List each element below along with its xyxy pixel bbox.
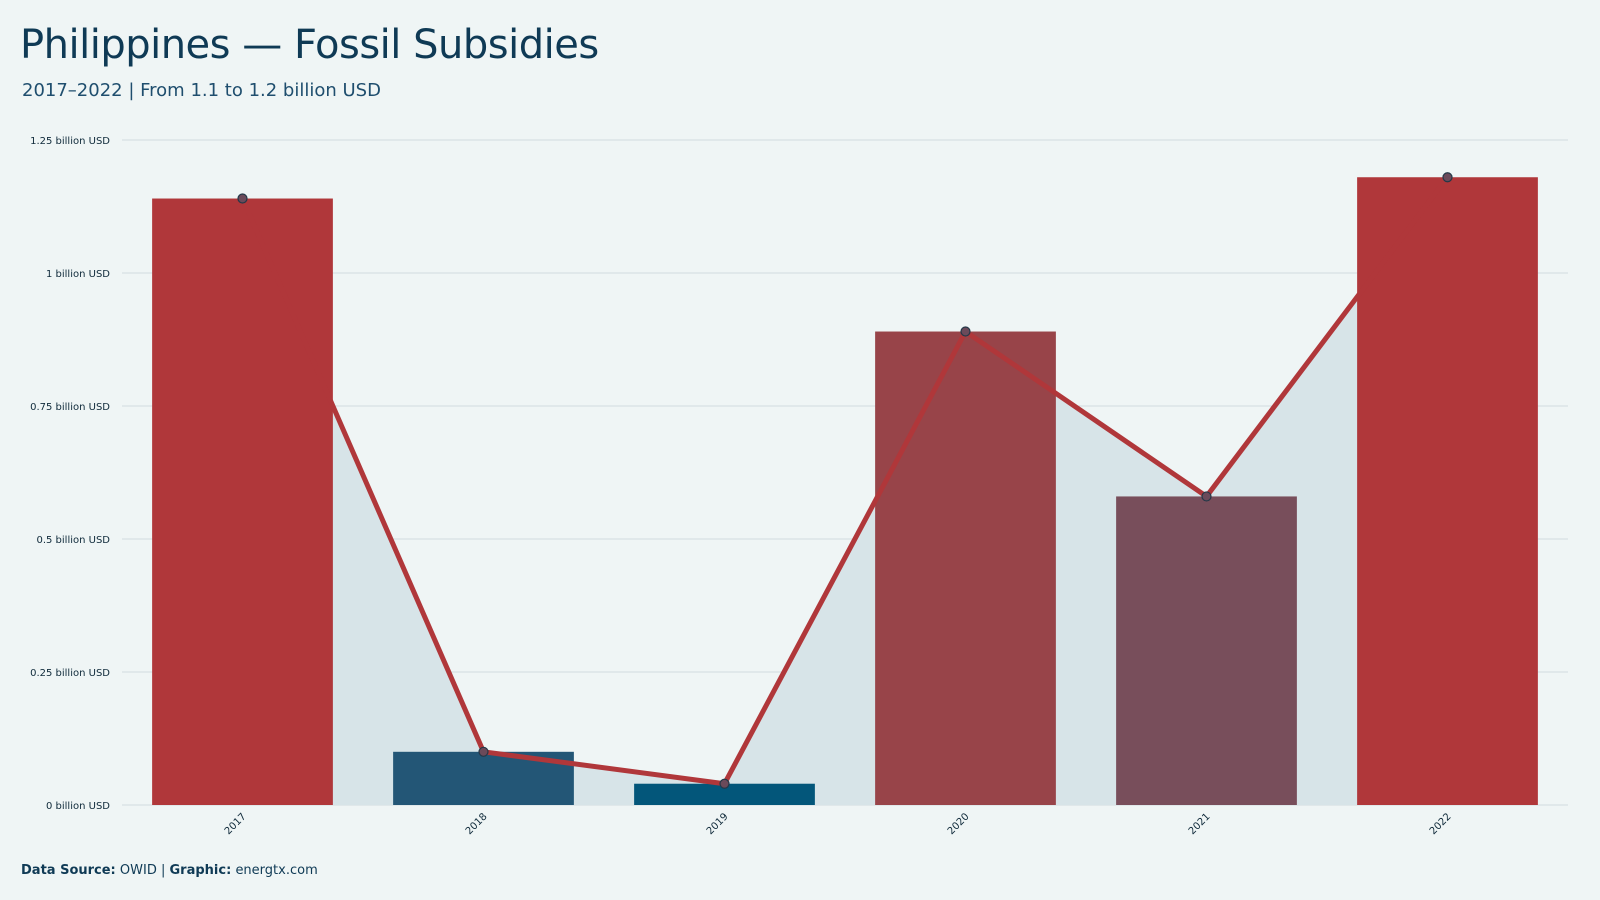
- chart-title: Philippines — Fossil Subsidies: [20, 22, 599, 68]
- bars: [152, 177, 1538, 806]
- chart-footer: Data Source: OWID | Graphic: energtx.com: [21, 863, 318, 878]
- bar-2017: [152, 198, 333, 805]
- y-tick-label: 0.25 billion USD: [30, 668, 110, 679]
- x-tick-label: 2021: [1187, 811, 1213, 837]
- data-point-2021: [1201, 491, 1212, 502]
- data-point-2017: [237, 193, 248, 204]
- x-tick-label: 2022: [1428, 811, 1454, 837]
- data-points: [237, 172, 1453, 789]
- source-label: Data Source:: [21, 863, 116, 878]
- bar-2020: [875, 331, 1056, 805]
- graphic-value: energtx.com: [235, 863, 318, 878]
- data-point-2022: [1442, 172, 1453, 183]
- footer-separator: |: [160, 863, 166, 878]
- trend-line: [240, 174, 1450, 787]
- bar-2021: [1116, 496, 1297, 805]
- y-tick-label: 1.25 billion USD: [30, 136, 110, 147]
- data-point-2019: [719, 778, 730, 789]
- x-tick-label: 2020: [946, 811, 972, 837]
- y-axis-ticks: 0 billion USD 0.25 billion USD 0.5 billion…: [30, 136, 110, 812]
- x-axis-ticks: 2017 2018 2019 2020 2021 2022: [223, 811, 1454, 837]
- data-point-2018: [478, 746, 489, 757]
- x-tick-label: 2017: [223, 811, 249, 837]
- x-tick-label: 2019: [705, 811, 731, 837]
- bar-2022: [1357, 177, 1538, 806]
- y-tick-label: 0 billion USD: [46, 801, 110, 812]
- data-point-2020: [960, 326, 971, 337]
- series-line: [240, 174, 1450, 787]
- chart-subtitle: 2017–2022 | From 1.1 to 1.2 billion USD: [22, 80, 381, 101]
- graphic-label: Graphic:: [169, 863, 232, 878]
- source-value: OWID: [119, 863, 157, 878]
- bar-2019: [634, 783, 815, 805]
- y-tick-label: 0.75 billion USD: [30, 402, 110, 413]
- y-tick-label: 0.5 billion USD: [36, 535, 110, 546]
- y-tick-label: 1 billion USD: [46, 269, 110, 280]
- x-tick-label: 2018: [464, 811, 490, 837]
